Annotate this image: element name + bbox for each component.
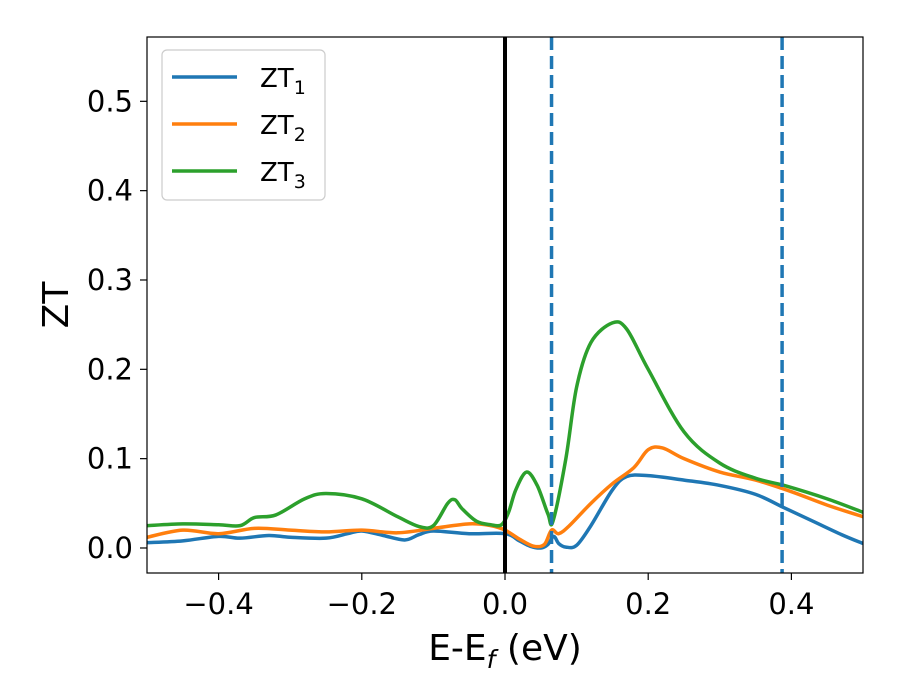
y-tick-label: 0.4 xyxy=(87,174,133,208)
x-tick-label: 0.4 xyxy=(768,587,814,621)
axis-labels: E-Ef (eV) ZT xyxy=(36,281,582,674)
plot-area xyxy=(146,36,864,574)
y-tick-label: 0.0 xyxy=(87,531,133,565)
y-tick-label: 0.5 xyxy=(87,84,133,118)
y-tick-label: 0.3 xyxy=(87,263,133,297)
x-tick-label: −0.2 xyxy=(327,587,397,621)
y-tick-label: 0.2 xyxy=(87,352,133,386)
x-tick-label: 0.0 xyxy=(482,587,528,621)
legend-label-zt2: ZT2 xyxy=(260,111,306,146)
x-tick-label: −0.4 xyxy=(183,587,253,621)
x-tick-label: 0.2 xyxy=(625,587,671,621)
y-axis-label: ZT xyxy=(36,281,77,329)
legend-box xyxy=(161,49,326,201)
y-tick-label: 0.1 xyxy=(87,442,133,476)
axis-ticks: −0.4 −0.2 0.0 0.2 0.4 0.0 0.1 0.2 0.3 0.4 0.5 xyxy=(87,84,815,621)
x-axis-label: E-Ef (eV) xyxy=(428,628,582,674)
series-line-zt2 xyxy=(147,445,863,549)
